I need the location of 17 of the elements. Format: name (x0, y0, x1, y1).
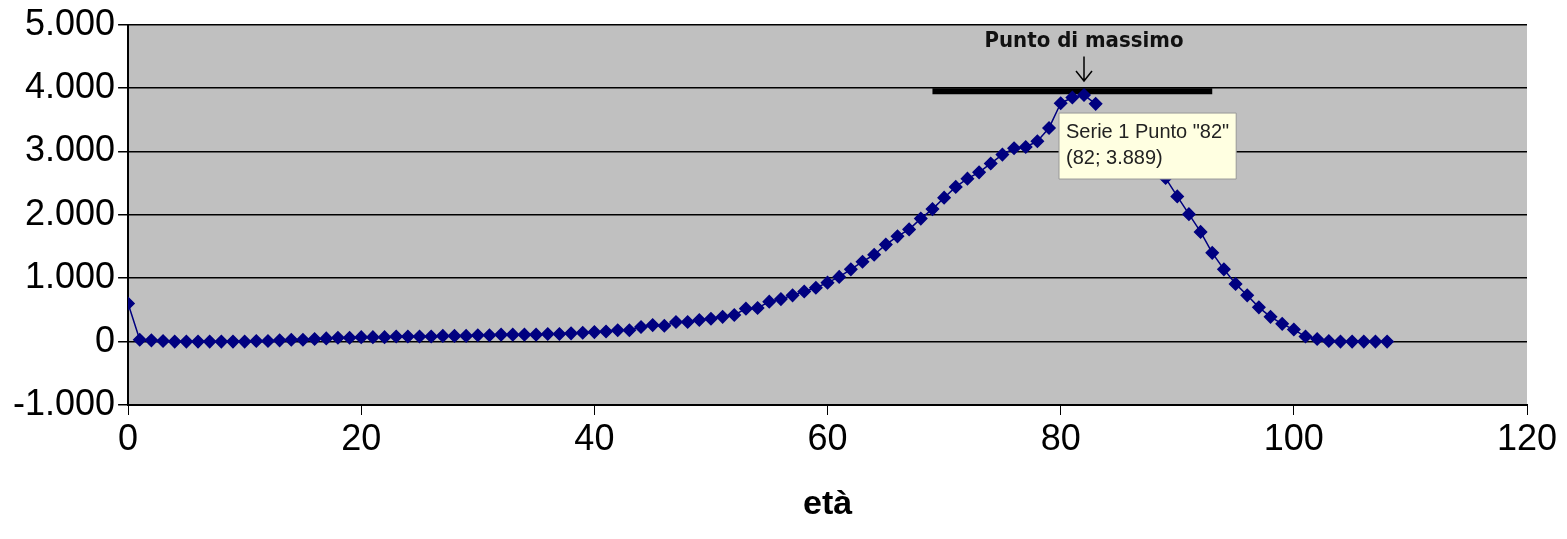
y-tick-label: 5.000 (24, 1, 116, 43)
x-tick-label: 80 (1040, 416, 1081, 458)
x-tick-label: 40 (574, 416, 615, 458)
y-tick-label: 4.000 (24, 64, 116, 106)
y-tick-label: 0 (95, 318, 116, 360)
annotation: Punto di massimo (984, 27, 1184, 53)
annotation: (82; 3.889) (1066, 145, 1163, 168)
y-tick-label: 1.000 (24, 255, 116, 297)
x-tick-label: 100 (1263, 416, 1324, 458)
y-tick-label: -1.000 (13, 381, 116, 423)
x-tick-label: 120 (1496, 416, 1558, 458)
x-tick-label: 60 (807, 416, 848, 458)
x-axis-title: età (802, 482, 853, 521)
y-tick-label: 3.000 (24, 128, 116, 170)
annotation: Serie 1 Punto "82" (1066, 119, 1230, 142)
y-tick-label: 2.000 (24, 191, 116, 233)
x-tick-label: 20 (341, 416, 382, 458)
